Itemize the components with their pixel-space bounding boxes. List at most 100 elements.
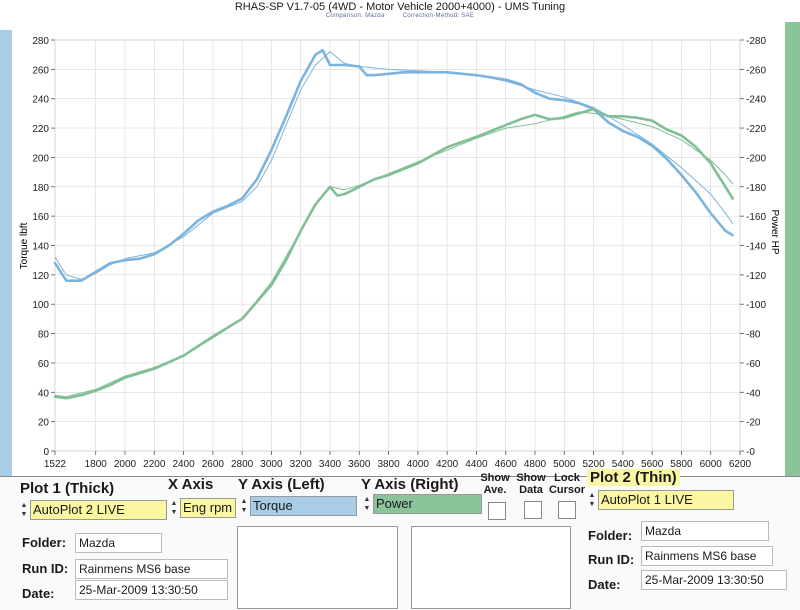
show-data-checkbox[interactable] bbox=[524, 501, 542, 519]
x-tick-label: 3800 bbox=[377, 459, 400, 470]
plot2-folder-field[interactable]: Mazda bbox=[641, 521, 769, 541]
y-right-tick-label: -120 bbox=[746, 271, 766, 282]
y-left-tick-label: 120 bbox=[32, 271, 49, 282]
plot1-folder-label: Folder: bbox=[22, 535, 67, 550]
y-axis-right-label: Y Axis (Right) bbox=[361, 476, 459, 493]
y-axis-left-title: Torque lbft bbox=[19, 222, 30, 269]
y-right-tick-label: -220 bbox=[746, 124, 766, 135]
x-tick-label: 3400 bbox=[319, 459, 342, 470]
plot2-date-field[interactable]: 25-Mar-2009 13:30:50 bbox=[641, 570, 787, 590]
x-axis-label: X Axis bbox=[168, 476, 214, 493]
show-data-label: Show Data bbox=[516, 472, 546, 496]
y-left-tick-label: 140 bbox=[32, 242, 49, 253]
correction-label: Correction-Method: SAE bbox=[402, 13, 475, 19]
x-tick-label: 4400 bbox=[465, 459, 488, 470]
y-right-spinner-icon[interactable]: ▲ ▼ bbox=[363, 496, 371, 512]
x-tick-label: 2200 bbox=[143, 459, 166, 470]
y-right-tick-label: -260 bbox=[746, 65, 766, 76]
plot2-folder-label: Folder: bbox=[588, 528, 633, 543]
series-line-torque-0 bbox=[53, 48, 735, 283]
x-axis-select[interactable]: Eng rpm bbox=[180, 498, 236, 518]
y-left-tick-label: 180 bbox=[32, 183, 49, 194]
x-tick-label: 6200 bbox=[729, 459, 752, 470]
plot1-notes-box[interactable] bbox=[237, 526, 398, 609]
plot1-run-label: Run ID: bbox=[22, 561, 69, 576]
y-left-tick-label: 240 bbox=[32, 95, 49, 106]
x-tick-label: 3600 bbox=[348, 459, 371, 470]
plot2-run-label: Run ID: bbox=[588, 552, 635, 567]
dyno-chart[interactable]: 1522 1800 2000 2200 2400 2600 2800 3000 3200 3400… bbox=[0, 0, 800, 476]
x-tick-label: 1522 bbox=[44, 459, 67, 470]
y-left-tick-label: 160 bbox=[32, 212, 49, 223]
y-right-tick-label: -200 bbox=[746, 153, 766, 164]
y-right-tick-label: -0 bbox=[746, 447, 755, 458]
chart-ticks: 1522 1800 2000 2200 2400 2600 2800 3000 3200 3400… bbox=[32, 36, 766, 470]
series-line-power-1 bbox=[53, 107, 735, 400]
lock-cursor-checkbox[interactable] bbox=[558, 501, 576, 519]
plot1-select[interactable]: AutoPlot 2 LIVE bbox=[30, 500, 167, 520]
x-tick-label: 4600 bbox=[495, 459, 518, 470]
plot2-notes-box[interactable] bbox=[411, 526, 571, 609]
series-line-autoplot-1-live-3 bbox=[54, 111, 734, 398]
control-panel: Plot 1 (Thick) X Axis Y Axis (Left) Y Ax… bbox=[0, 469, 800, 610]
x-tick-label: 1800 bbox=[85, 459, 108, 470]
series-line-autoplot-1-live-2 bbox=[54, 51, 734, 280]
y-axis-right-select[interactable]: Power bbox=[373, 494, 482, 514]
plot2-run-field[interactable]: Rainmens MS6 base bbox=[641, 546, 773, 566]
x-tick-label: 2600 bbox=[202, 459, 225, 470]
y-right-tick-label: -40 bbox=[746, 388, 761, 399]
x-tick-label: 5600 bbox=[641, 459, 664, 470]
plot2-spinner-icon[interactable]: ▲ ▼ bbox=[588, 492, 596, 508]
x-tick-label: 2000 bbox=[114, 459, 137, 470]
x-tick-label: 5400 bbox=[612, 459, 635, 470]
x-tick-label: 4800 bbox=[524, 459, 547, 470]
y-right-tick-label: -100 bbox=[746, 300, 766, 311]
y-right-tick-label: -240 bbox=[746, 95, 766, 106]
lock-cursor-label: Lock Cursor bbox=[548, 472, 586, 496]
x-tick-label: 5200 bbox=[582, 459, 605, 470]
x-tick-label: 4200 bbox=[436, 459, 459, 470]
y-right-tick-label: -60 bbox=[746, 359, 761, 370]
show-ave-checkbox[interactable] bbox=[488, 502, 506, 520]
y-left-tick-label: 0 bbox=[43, 447, 49, 458]
x-tick-label: 5000 bbox=[553, 459, 576, 470]
y-right-tick-label: -20 bbox=[746, 418, 761, 429]
plot1-run-field[interactable]: Rainmens MS6 base bbox=[75, 559, 228, 579]
y-axis-left-label: Y Axis (Left) bbox=[238, 476, 325, 493]
window-title: RHAS-SP V1.7-05 (4WD - Motor Vehicle 200… bbox=[234, 1, 566, 13]
x-axis-spinner-icon[interactable]: ▲ ▼ bbox=[170, 500, 178, 516]
y-left-tick-label: 60 bbox=[38, 359, 50, 370]
y-axis-left-select[interactable]: Torque bbox=[250, 496, 357, 516]
plot1-date-field[interactable]: 25-Mar-2009 13:30:50 bbox=[75, 580, 228, 600]
chart-subtitle: Comparison: Mazda Correction-Method: SAE bbox=[0, 13, 800, 19]
right-axis-strip bbox=[785, 22, 800, 477]
plot2-select[interactable]: AutoPlot 1 LIVE bbox=[598, 490, 734, 510]
y-right-tick-label: -160 bbox=[746, 212, 766, 223]
x-tick-label: 2400 bbox=[172, 459, 195, 470]
show-ave-label: Show Ave. bbox=[480, 472, 510, 496]
plot1-spinner-icon[interactable]: ▲ ▼ bbox=[20, 502, 28, 518]
plot2-date-label: Date: bbox=[588, 577, 621, 592]
x-tick-label: 3200 bbox=[290, 459, 313, 470]
plot1-date-label: Date: bbox=[22, 586, 55, 601]
x-tick-label: 4000 bbox=[407, 459, 430, 470]
y-left-tick-label: 260 bbox=[32, 65, 49, 76]
y-right-tick-label: -140 bbox=[746, 242, 766, 253]
x-tick-label: 2800 bbox=[231, 459, 254, 470]
y-right-tick-label: -80 bbox=[746, 330, 761, 341]
y-left-tick-label: 80 bbox=[38, 330, 50, 341]
y-left-tick-label: 200 bbox=[32, 153, 49, 164]
y-left-spinner-icon[interactable]: ▲ ▼ bbox=[240, 498, 248, 514]
y-left-tick-label: 280 bbox=[32, 36, 49, 47]
x-tick-label: 5800 bbox=[670, 459, 693, 470]
plot1-folder-field[interactable]: Mazda bbox=[75, 533, 162, 553]
y-right-tick-label: -280 bbox=[746, 36, 766, 47]
plot2-label: Plot 2 (Thin) bbox=[587, 469, 680, 486]
plot1-label: Plot 1 (Thick) bbox=[20, 480, 115, 497]
x-tick-label: 6000 bbox=[700, 459, 723, 470]
chart-series bbox=[53, 48, 735, 400]
x-tick-label: 3000 bbox=[260, 459, 283, 470]
y-left-tick-label: 40 bbox=[38, 388, 50, 399]
y-axis-right-title: Power HP bbox=[769, 209, 780, 254]
y-right-tick-label: -180 bbox=[746, 183, 766, 194]
